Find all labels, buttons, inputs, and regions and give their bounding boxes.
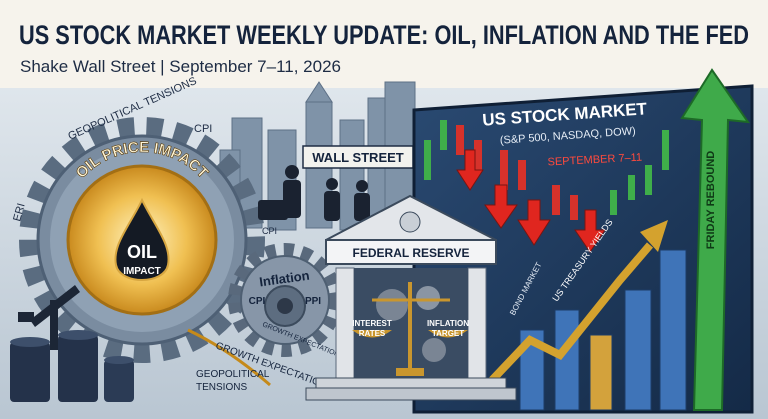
header-bg — [0, 0, 768, 88]
title: US STOCK MARKET WEEKLY UPDATE: OIL, INFL… — [19, 20, 749, 50]
inflation-title: Inflation — [258, 268, 310, 290]
oil-center-line: OIL — [127, 242, 157, 262]
oil-gear — [19, 117, 265, 363]
federal-reserve-building — [305, 194, 517, 401]
inflation-gear — [228, 243, 342, 357]
people-silhouettes — [258, 165, 370, 221]
bar-columns — [519, 249, 687, 411]
fed-right-line: INFLATION — [427, 319, 469, 328]
rebound-arrow — [680, 68, 751, 411]
wall-street-label: WALL STREET — [312, 150, 404, 165]
candlesticks — [424, 120, 669, 220]
inflation-right: PPI — [305, 296, 321, 307]
fed-name: FEDERAL RESERVE — [353, 246, 470, 260]
falling-arrows — [456, 149, 606, 253]
yield-arrow — [475, 242, 654, 398]
geopolitical-bottom-line: GEOPOLITICAL — [196, 369, 270, 380]
oil-equipment — [10, 285, 134, 402]
board-dates: SEPTEMBER 7–11 — [547, 152, 642, 169]
rebound-label: FRIDAY REBOUND — [705, 151, 717, 249]
flow-arrow — [187, 328, 271, 387]
fed-left-line: INTEREST — [352, 319, 392, 328]
geopolitical-bottom-line: TENSIONS — [196, 382, 247, 393]
oil-center-line: IMPACT — [123, 266, 161, 277]
fed-left-line: RATES — [359, 329, 386, 338]
cpi-label: CPI — [194, 123, 212, 135]
inflation-input-label: CPI — [262, 226, 277, 236]
yield-arrow-head — [640, 220, 668, 252]
eri-label: ERI — [11, 202, 27, 223]
fed-right-line: TARGET — [432, 329, 464, 338]
inflation-left: CPI — [249, 296, 266, 307]
subtitle: Shake Wall Street | September 7–11, 2026 — [20, 57, 341, 76]
